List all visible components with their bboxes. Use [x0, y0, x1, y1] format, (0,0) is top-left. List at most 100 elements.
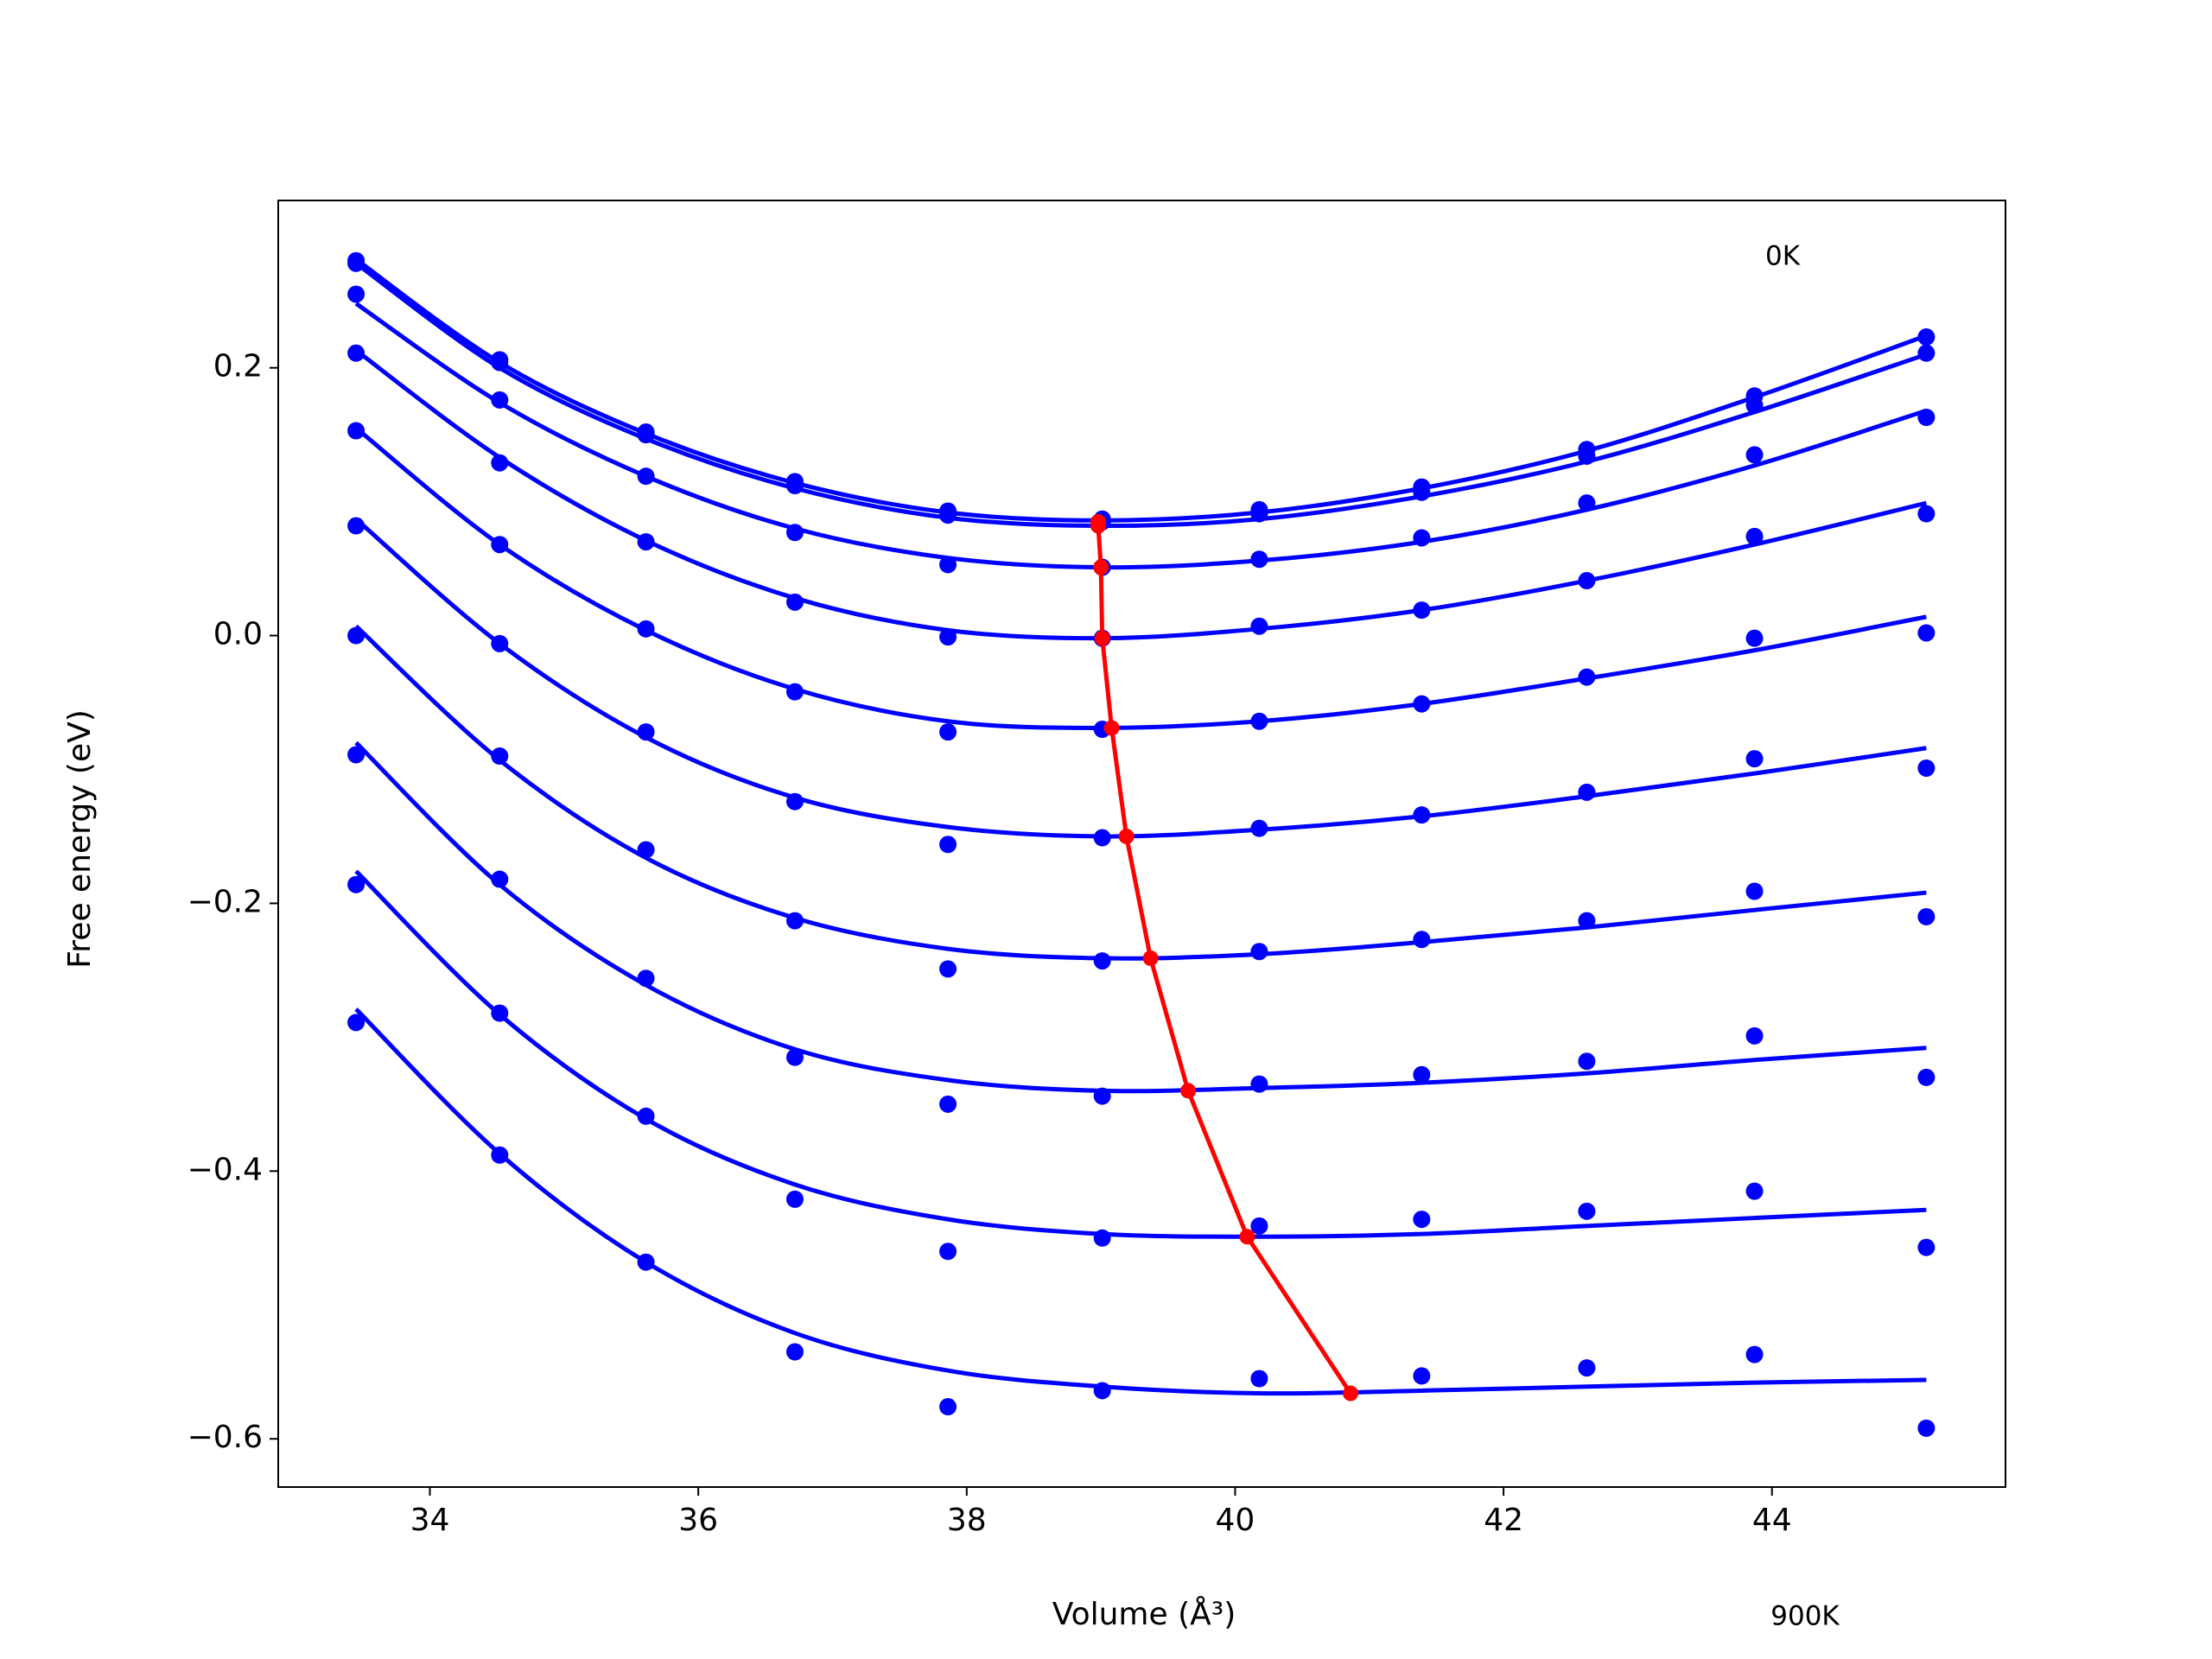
data-point: [491, 870, 509, 888]
annotation: 0K: [1765, 241, 1801, 272]
data-point: [1250, 943, 1268, 961]
data-point: [1578, 783, 1596, 801]
data-point: [1250, 1075, 1268, 1093]
x-tick-label: 40: [1216, 1503, 1255, 1538]
data-point: [785, 683, 804, 701]
data-point: [785, 792, 804, 810]
data-point: [1917, 328, 1936, 346]
data-point: [1250, 617, 1268, 635]
plot-frame: [277, 200, 2006, 1488]
minimum-point: [1090, 518, 1107, 534]
data-point: [637, 467, 655, 486]
data-point: [1413, 931, 1431, 949]
data-point: [785, 912, 804, 930]
data-point: [939, 628, 957, 646]
data-point: [1745, 1182, 1764, 1200]
data-point: [1578, 1202, 1596, 1220]
data-point: [1093, 829, 1111, 847]
y-tick-label: 0.0: [213, 617, 263, 652]
data-point: [1917, 907, 1936, 925]
data-point: [1917, 409, 1936, 427]
data-point: [1413, 806, 1431, 824]
data-point: [1413, 695, 1431, 713]
data-point: [939, 723, 957, 741]
data-point: [785, 1343, 804, 1361]
data-point: [637, 969, 655, 988]
data-point: [491, 536, 509, 554]
data-point: [1917, 1419, 1936, 1437]
data-point: [1093, 952, 1111, 970]
data-point: [637, 426, 655, 444]
x-tick-label: 44: [1752, 1503, 1792, 1538]
x-tick-label: 36: [678, 1503, 718, 1538]
data-point: [1917, 1068, 1936, 1086]
data-point: [1745, 527, 1764, 545]
y-tick-label: 0.2: [213, 349, 263, 385]
data-point: [347, 875, 365, 893]
data-point: [1413, 529, 1431, 547]
data-point: [1250, 712, 1268, 730]
data-point: [637, 1253, 655, 1271]
fit-line: [354, 302, 1928, 570]
data-point: [1250, 1370, 1268, 1388]
data-point: [1917, 344, 1936, 362]
x-axis-label: Volume (Å³): [1052, 1595, 1236, 1632]
fit-line: [354, 261, 1928, 529]
data-point: [637, 533, 655, 551]
data-point: [1413, 1367, 1431, 1385]
minimum-point: [1142, 950, 1159, 966]
y-tick-label: −0.2: [188, 884, 263, 919]
data-point: [347, 517, 365, 535]
fit-line: [354, 257, 1928, 523]
data-point: [347, 344, 365, 362]
data-point: [347, 626, 365, 645]
data-point: [1745, 629, 1764, 647]
data-point: [785, 1048, 804, 1066]
data-point: [491, 353, 509, 372]
data-point: [1578, 912, 1596, 930]
x-tick-label: 34: [410, 1503, 450, 1538]
data-point: [1745, 882, 1764, 900]
data-point: [939, 960, 957, 978]
minimum-point: [1093, 559, 1109, 575]
data-point: [491, 391, 509, 409]
data-point: [637, 620, 655, 638]
minimum-point: [1118, 828, 1135, 844]
data-point: [939, 506, 957, 524]
data-point: [1093, 1087, 1111, 1105]
minimum-point: [1094, 630, 1110, 646]
data-point: [347, 254, 365, 272]
y-axis-label: Free energy (eV): [62, 709, 98, 969]
annotation: 900K: [1770, 1601, 1840, 1632]
data-point: [1578, 572, 1596, 590]
y-tick-label: −0.6: [188, 1420, 263, 1455]
data-point: [347, 285, 365, 303]
data-point: [347, 746, 365, 764]
data-point: [1578, 447, 1596, 465]
minimum-point: [1180, 1083, 1197, 1099]
data-point: [1413, 601, 1431, 620]
data-point: [785, 593, 804, 611]
data-point: [939, 836, 957, 854]
data-point: [1250, 505, 1268, 523]
data-point: [491, 1146, 509, 1164]
minimum-point: [1343, 1385, 1359, 1402]
data-point: [637, 723, 655, 741]
fit-line: [354, 869, 1927, 1239]
data-point: [1917, 1238, 1936, 1256]
data-point: [491, 747, 509, 766]
data-point: [1917, 624, 1936, 642]
data-point: [1413, 1065, 1431, 1084]
data-point: [785, 1190, 804, 1208]
data-point: [347, 1014, 365, 1032]
data-point: [1250, 1217, 1268, 1235]
data-point: [1745, 446, 1764, 464]
data-point: [1093, 1382, 1111, 1400]
data-point: [1413, 483, 1431, 501]
data-point: [491, 454, 509, 472]
data-point: [347, 422, 365, 440]
data-point: [1745, 1345, 1764, 1363]
data-point: [939, 1095, 957, 1113]
data-point: [491, 634, 509, 652]
